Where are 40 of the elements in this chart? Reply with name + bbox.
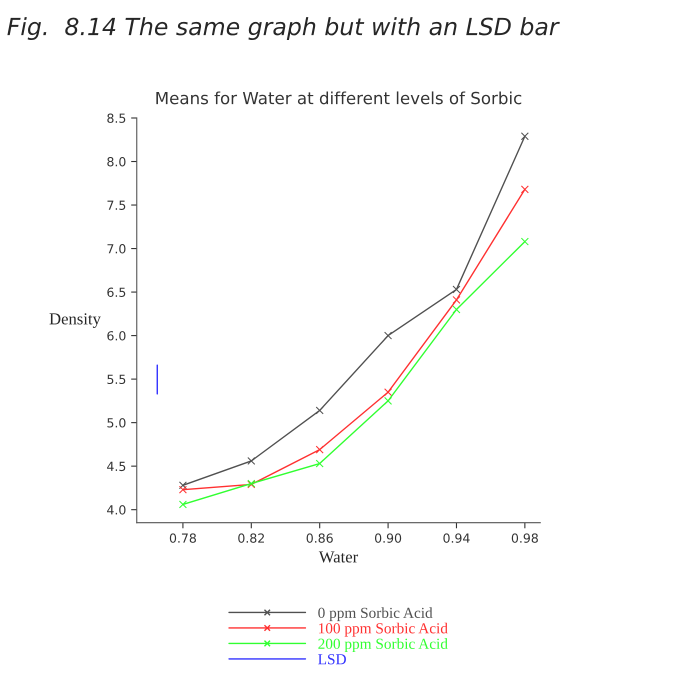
x-tick-label: 0.90 [374,533,402,543]
x-tick-label: 0.78 [170,533,196,543]
y-tick-label: 8.5 [107,113,126,123]
point [384,332,392,340]
legend-label: 100 ppm Sorbic Acid [319,622,448,637]
x-tick-label: 0.94 [443,533,470,543]
point [178,486,187,494]
point [452,305,460,314]
chart-title: Fig. 8.14 The same graph but with an LSD bar [7,17,560,40]
y-tick-label: 6.5 [107,288,126,297]
point [384,396,392,405]
point [316,460,324,468]
x-tick-label: 0.86 [306,533,333,543]
y-tick-label: 7.5 [107,200,126,210]
point [520,132,529,140]
y-tick-label: 7.0 [107,244,126,254]
y-axis-title: Density [50,313,101,328]
x-tick-label: 0.98 [512,533,538,543]
point [520,185,529,194]
point [384,388,392,396]
point [178,500,187,508]
chart-subtitle: Means for Water at different levels of Sorbic [156,91,522,104]
point [520,238,529,246]
point [452,285,460,294]
legend-label: 0 ppm Sorbic Acid [318,607,432,622]
y-tick-label: 6.0 [107,331,126,341]
x-axis-title: Water [318,551,358,563]
point [316,406,324,414]
y-tick-label: 8.0 [107,156,126,166]
y-tick-label: 4.5 [107,462,126,472]
point [316,446,324,454]
point [452,296,460,304]
y-tick-label: 5.5 [107,374,126,384]
point [178,481,187,490]
y-tick-label: 4.0 [107,505,126,515]
y-tick-label: 5.0 [107,418,126,428]
legend-label: LSD [318,654,346,664]
legend-label: 200 ppm Sorbic Acid [318,638,448,652]
x-tick-label: 0.82 [238,533,264,543]
point [247,456,256,465]
